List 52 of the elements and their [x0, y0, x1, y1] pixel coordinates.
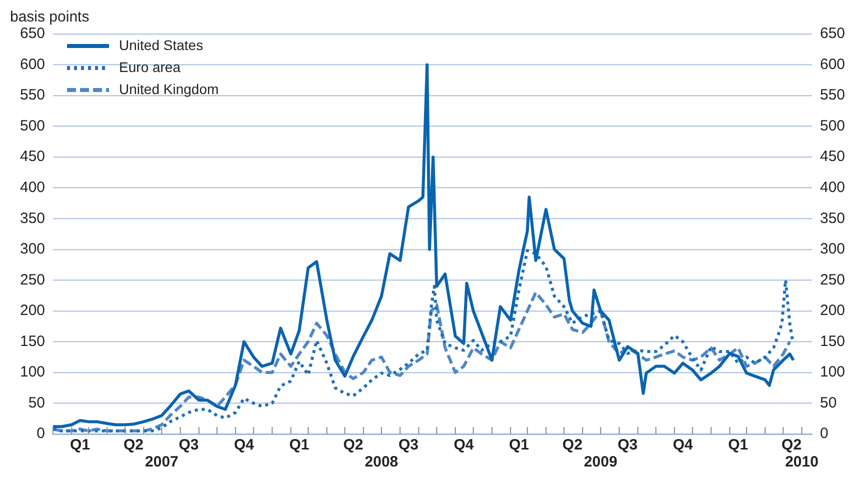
y2-tick-label: 350 [820, 210, 846, 227]
y2-tick-label: 150 [820, 332, 846, 350]
x2-tick-label: 2010 [785, 454, 818, 471]
x-tick-label: Q2 [343, 436, 364, 454]
x-tick-label: Q1 [70, 436, 90, 454]
x-tick-label: Q1 [289, 436, 310, 454]
legend-label: United States [119, 36, 204, 53]
y-axis-title: basis points [10, 8, 90, 26]
y2-tick-label: 50 [820, 394, 837, 412]
x-tick-label: Q4 [454, 436, 474, 454]
y2-tick-label: 550 [820, 86, 846, 104]
x-tick-label: Q3 [178, 436, 199, 454]
x2-tick-label: 2009 [584, 454, 618, 471]
y-tick-label: 150 [20, 332, 46, 350]
y2-tick-label: 600 [820, 56, 846, 73]
y-tick-label: 300 [20, 240, 46, 258]
x2-tick-label: 2007 [145, 454, 178, 471]
y-tick-label: 350 [20, 210, 46, 227]
y2-tick-label: 200 [820, 302, 846, 320]
y2-tick-label: 300 [820, 240, 846, 258]
legend-label: Euro area [119, 58, 181, 75]
x-tick-label: Q4 [234, 436, 255, 454]
y-tick-label: 450 [20, 148, 46, 166]
x-tick-label: Q3 [618, 436, 638, 454]
x-tick-label: Q2 [562, 436, 582, 454]
x-tick-label: Q1 [728, 436, 748, 454]
y-tick-label: 650 [20, 25, 46, 42]
y2-tick-label: 650 [820, 25, 846, 42]
y2-tick-label: 450 [820, 148, 846, 166]
y-tick-label: 0 [36, 425, 46, 442]
y-tick-label: 400 [20, 178, 46, 196]
y-tick-label: 200 [20, 302, 46, 320]
y-tick-label: 250 [20, 271, 46, 288]
y2-tick-label: 0 [820, 425, 828, 442]
y2-tick-label: 400 [820, 178, 846, 196]
y-tick-label: 500 [20, 117, 46, 134]
x-tick-label: Q2 [782, 436, 802, 454]
y-tick-label: 550 [20, 86, 46, 104]
legend-label: United Kingdom [119, 80, 219, 97]
line-series [53, 249, 794, 432]
y-tick-label: 100 [20, 364, 46, 381]
y2-tick-label: 500 [820, 117, 846, 134]
y2-tick-label: 100 [820, 364, 846, 381]
x-tick-label: Q2 [123, 436, 144, 454]
x2-tick-label: 2008 [364, 454, 398, 471]
y-tick-label: 50 [28, 394, 46, 412]
y2-tick-label: 250 [820, 271, 846, 288]
y-tick-label: 600 [20, 56, 46, 73]
x-tick-label: Q1 [508, 436, 529, 454]
x-tick-label: Q4 [672, 436, 694, 454]
line-series [53, 290, 792, 432]
x-tick-label: Q3 [398, 436, 418, 454]
